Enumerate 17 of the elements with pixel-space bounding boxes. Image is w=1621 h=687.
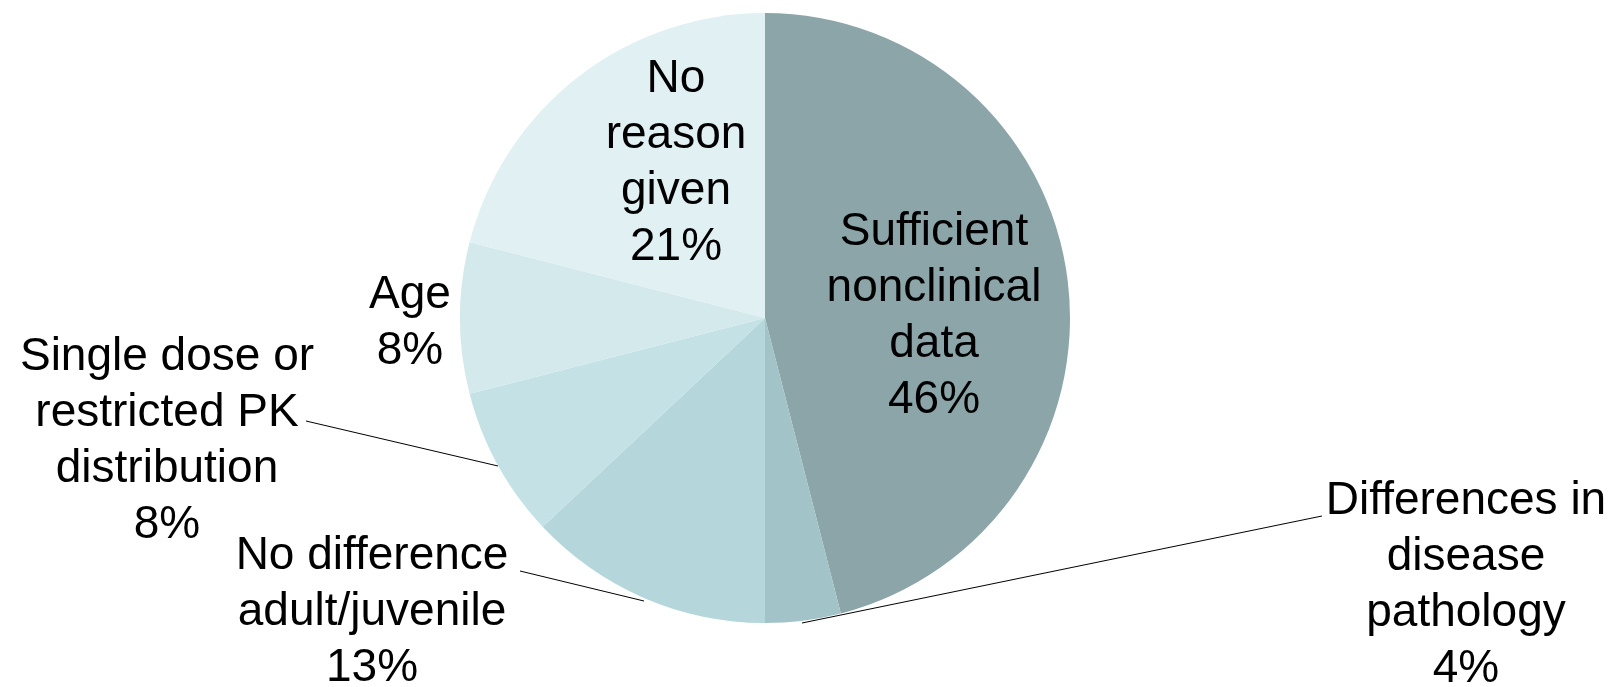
slice-label: Sufficient nonclinical data	[826, 203, 1042, 367]
slice-label: Age	[369, 266, 451, 318]
data-label: 8%	[376, 322, 444, 374]
data-label: 4%	[1432, 640, 1500, 687]
pie-slice	[765, 318, 841, 623]
data-label: 13%	[325, 639, 419, 687]
data-label: 8%	[133, 496, 201, 548]
pie-slice	[469, 13, 765, 318]
slice-label: No reason given	[605, 50, 747, 214]
data-label: 46%	[887, 371, 981, 423]
pie-slice	[469, 318, 765, 527]
slice-label: No difference adult/juvenile	[235, 527, 509, 635]
slice-label: Single dose or restricted PK distribution	[19, 328, 315, 492]
slice-label: Differences in disease pathology	[1325, 472, 1607, 636]
pie-slice	[542, 318, 765, 623]
data-label: 21%	[629, 218, 723, 270]
pie-slice	[765, 13, 1070, 614]
